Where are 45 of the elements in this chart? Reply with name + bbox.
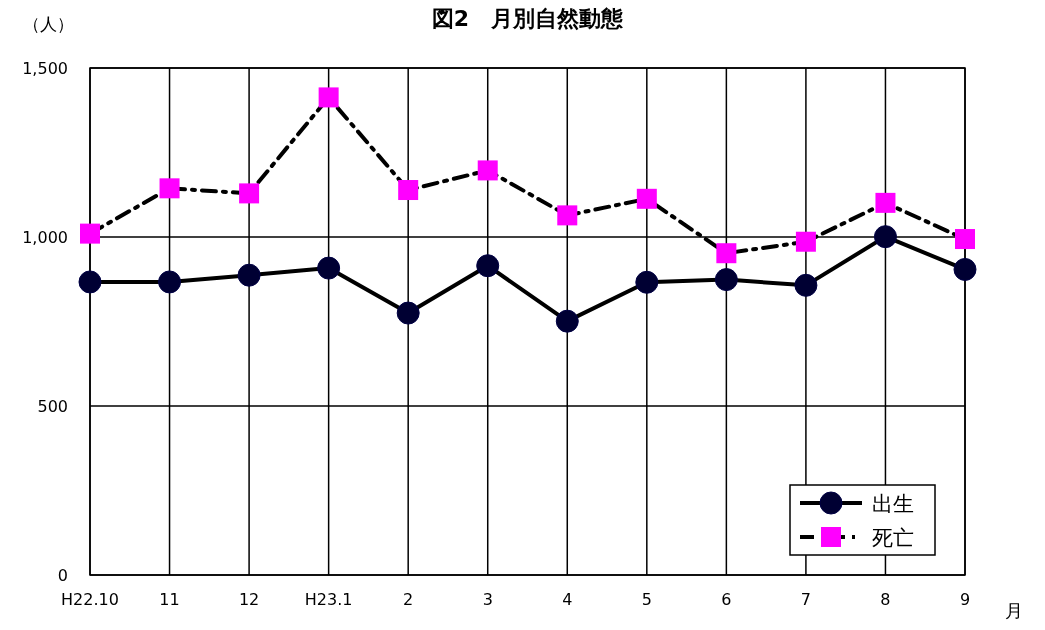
point (476, 254, 500, 278)
chart-title: 図2 月別自然動態 (431, 6, 625, 31)
legend-label: 出生 (872, 492, 914, 516)
point (636, 188, 657, 209)
x-tick-label: 7 (800, 590, 811, 609)
x-tick-label: 9 (959, 590, 971, 609)
x-tick-label: 6 (721, 590, 732, 609)
x-tick-label: 4 (562, 590, 573, 609)
point (78, 270, 102, 294)
point (555, 309, 579, 333)
x-tick-label: 8 (880, 590, 891, 609)
point (714, 268, 738, 292)
y-tick-label: 0 (57, 566, 68, 585)
point (477, 160, 498, 181)
point (795, 231, 816, 252)
point (875, 192, 896, 213)
legend-label: 死亡 (872, 526, 914, 550)
point (398, 180, 419, 201)
x-tick-label: 3 (482, 590, 493, 609)
y-axis-title: （人） (22, 14, 74, 34)
y-tick-label: 500 (37, 397, 68, 416)
point (158, 270, 182, 294)
point (716, 243, 737, 264)
x-tick-label: 2 (403, 590, 414, 609)
point (635, 270, 659, 294)
x-tick-label: 12 (238, 590, 260, 609)
point (794, 273, 818, 297)
x-axis-title: 月 (1005, 600, 1023, 621)
y-tick-label: 1,500 (22, 59, 68, 78)
point (159, 178, 180, 199)
point (557, 205, 578, 226)
point (80, 223, 100, 244)
point (955, 229, 975, 250)
point (873, 225, 897, 249)
x-tick-label: 11 (159, 590, 180, 609)
x-tick-label: H22.10 (61, 590, 119, 609)
point (239, 183, 260, 204)
y-tick-label: 1,000 (22, 228, 68, 247)
x-tick-label: 5 (641, 590, 652, 609)
point (953, 257, 977, 281)
point (317, 256, 341, 280)
point (396, 301, 420, 325)
point (237, 263, 261, 287)
x-tick-label: H23.1 (304, 590, 353, 609)
point (318, 87, 339, 108)
